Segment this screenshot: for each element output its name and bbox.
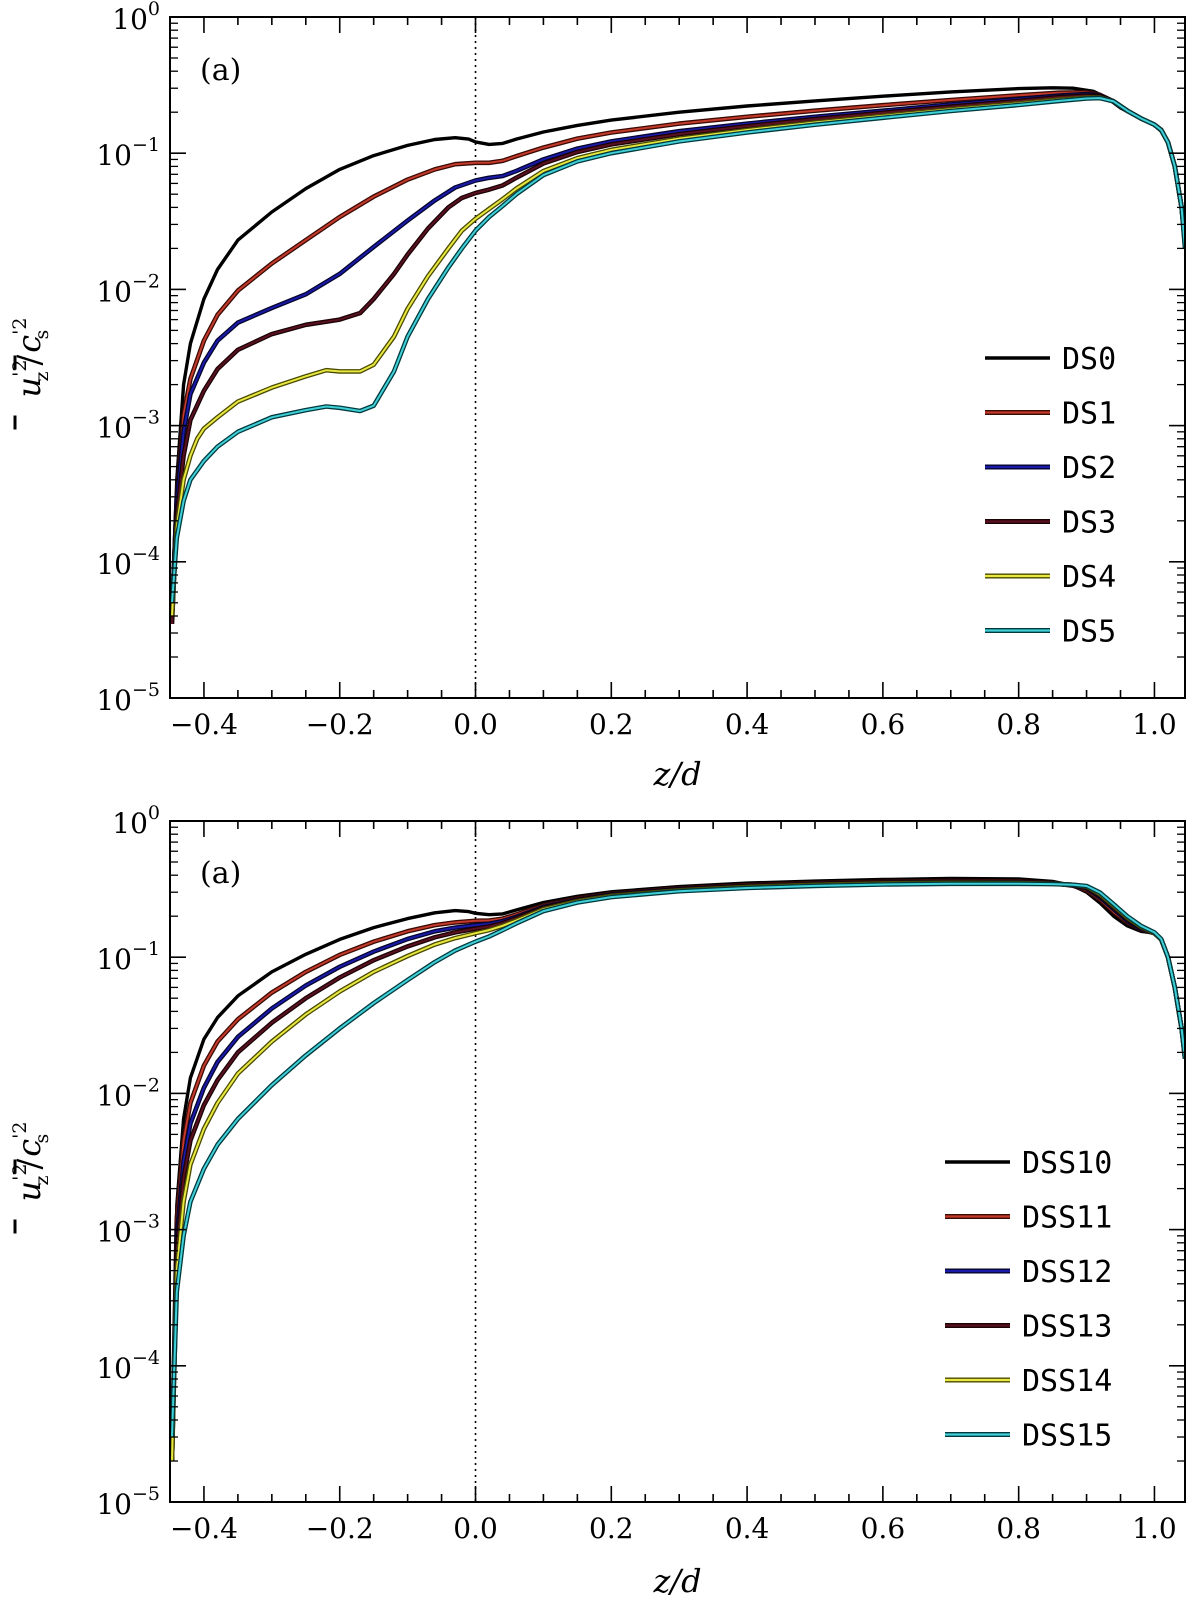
y-tick-label: 100	[112, 802, 160, 840]
y-tick-label: 100	[112, 0, 160, 36]
y-tick-label: 10−3	[96, 407, 160, 445]
x-axis-title: z/d	[652, 1562, 701, 1600]
x-tick-label: 0.6	[861, 1512, 906, 1545]
legend: DS0 DS1 DS2 DS3 DS4 DS5	[985, 342, 1116, 650]
y-tick-label: 10−1	[96, 938, 160, 976]
x-tick-label: 0.4	[725, 708, 770, 741]
series-line-DSS15	[171, 882, 1185, 1438]
legend-label: DS3	[1062, 506, 1116, 541]
x-tick-label: 0.4	[725, 1512, 770, 1545]
x-tick-label: 0.2	[589, 1512, 634, 1545]
panel-1: −0.4 −0.2 0.0 0.2 0.4 0.6 0.8 1.0 100 10−1 10−2 10−…	[9, 0, 1186, 793]
y-tick-label: 10−4	[96, 1347, 160, 1385]
x-tick-label: 0.8	[996, 1512, 1041, 1545]
x-tick-label: 1.0	[1132, 1512, 1177, 1545]
legend-label: DSS10	[1022, 1146, 1112, 1181]
series-line-DS0	[170, 86, 1185, 603]
panel-2: −0.4 −0.2 0.0 0.2 0.4 0.6 0.8 1.0 100 10−1 10−2 10−…	[9, 802, 1186, 1600]
x-tick-label: 1.0	[1132, 708, 1177, 741]
y-axis-title: u'2z/c'2s	[9, 318, 53, 398]
x-tick-label: 0.0	[453, 708, 498, 741]
series-line-outline-DS2	[170, 91, 1185, 617]
legend: DSS10 DSS11 DSS12 DSS13 DSS14 DSS15	[945, 1146, 1112, 1454]
series-line-DS1	[171, 91, 1185, 617]
legend-label: DS2	[1062, 451, 1116, 486]
series-line-DS5	[171, 97, 1185, 603]
y-tick-label: 10−1	[96, 134, 160, 172]
legend-label: DSS13	[1022, 1310, 1112, 1345]
series-line-outline-DS5	[170, 95, 1185, 603]
x-axis-title: z/d	[652, 755, 701, 793]
x-tick-label: −0.4	[170, 708, 238, 741]
legend-label: DS4	[1062, 560, 1116, 595]
series-group	[170, 86, 1185, 625]
plot-frame	[169, 16, 1186, 699]
y-tick-label: 10−3	[96, 1211, 160, 1249]
panel-label: (a)	[200, 856, 241, 891]
series-line-DS2	[171, 93, 1185, 617]
series-group	[170, 876, 1185, 1462]
y-tick-label: 10−2	[96, 270, 160, 308]
y-tick-label: 10−5	[96, 679, 160, 717]
legend-label: DS5	[1062, 615, 1116, 650]
series-line-DS3	[171, 94, 1185, 624]
legend-label: DSS11	[1022, 1201, 1112, 1236]
series-line-outline-DS1	[170, 90, 1185, 617]
legend-label: DS1	[1062, 397, 1116, 432]
x-tick-label: −0.2	[306, 708, 374, 741]
plot-frame	[169, 820, 1186, 1503]
x-tick-label: −0.2	[306, 1512, 374, 1545]
legend-label: DSS15	[1022, 1419, 1112, 1454]
series-line-outline-DS3	[170, 93, 1185, 625]
y-tick-label: 10−2	[96, 1074, 160, 1112]
x-tick-label: 0.0	[453, 1512, 498, 1545]
x-tick-label: 0.6	[861, 708, 906, 741]
legend-label: DS0	[1062, 342, 1116, 377]
y-tick-label: 10−5	[96, 1483, 160, 1521]
x-tick-label: 0.2	[589, 708, 634, 741]
legend-label: DSS14	[1022, 1364, 1112, 1399]
x-tick-label: 0.8	[996, 708, 1041, 741]
panel-label: (a)	[200, 53, 241, 88]
x-tick-label: −0.4	[170, 1512, 238, 1545]
legend-label: DSS12	[1022, 1255, 1112, 1290]
y-tick-label: 10−4	[96, 543, 160, 581]
